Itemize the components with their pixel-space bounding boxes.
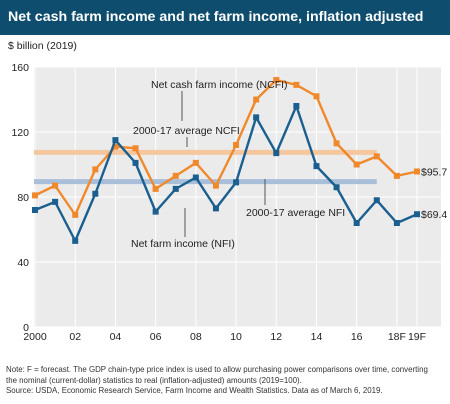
ncfi-point-2000: [32, 192, 38, 199]
footnote: Note: F = forecast. The GDP chain-type p…: [6, 365, 446, 397]
x-tick-label-18F: 18F: [388, 331, 406, 343]
ncfi-point-2010: [233, 142, 240, 148]
line-chart: $ billion (2019) $95.7$69.4 04080120160 …: [8, 40, 447, 343]
x-tick-label-19F: 19F: [408, 331, 426, 343]
source-line: Source: USDA, Economic Research Service,…: [6, 386, 383, 396]
x-tick-label-14: 14: [311, 331, 323, 343]
avg-ncfi-label: 2000-17 average NCFI: [133, 125, 240, 137]
ncfi-series-label: Net cash farm income (NCFI): [151, 79, 288, 91]
nfi-series-line: [34, 104, 418, 243]
ncfi-point-2005: [132, 145, 139, 152]
series-group: $95.7 $69.4: [32, 77, 447, 244]
y-tick-label-160: 160: [11, 62, 29, 74]
ncfi-point-2006: [152, 185, 159, 192]
nfi-point-2017: [373, 197, 380, 204]
ncfi-point-2001: [52, 182, 59, 189]
nfi-point-2000: [32, 207, 38, 213]
nfi-point-2006: [152, 208, 159, 215]
y-tick-label-120: 120: [11, 127, 29, 139]
nfi-point-2012: [273, 150, 280, 157]
x-tick-label-12: 12: [270, 331, 282, 343]
ncfi-point-2012: [273, 77, 280, 83]
nfi-point-2015: [333, 184, 340, 191]
nfi-point-2014: [313, 163, 320, 170]
x-tick-label-02: 02: [69, 331, 81, 343]
y-tick-label-0: 0: [23, 322, 29, 334]
note-line-1: Note: F = forecast. The GDP chain-type p…: [6, 365, 428, 374]
nfi-point-2013: [293, 103, 300, 109]
ncfi-point-2008: [192, 159, 199, 166]
chart-title: Net cash farm income and net farm income…: [8, 9, 424, 25]
y-tick-labels: 0 40 80 120 160: [11, 62, 29, 334]
ncfi-point-2009: [212, 182, 219, 189]
nfi-point-2018F: [393, 220, 400, 226]
ncfi-end-label: $95.7: [421, 166, 447, 178]
y-tick-label-40: 40: [17, 257, 29, 269]
ncfi-point-2004: [112, 143, 119, 150]
nfi-point-2001: [52, 198, 59, 205]
ncfi-series-line: [34, 78, 418, 217]
ncfi-point-2013: [293, 81, 300, 88]
ncfi-point-2017: [373, 153, 380, 160]
y-axis-label: $ billion (2019): [8, 40, 77, 52]
ncfi-point-2016: [353, 161, 360, 168]
x-tick-label-04: 04: [110, 331, 122, 343]
nfi-point-2016: [353, 220, 360, 226]
ncfi-point-2018F: [393, 172, 400, 179]
ncfi-point-2007: [172, 172, 179, 179]
avg-nfi-label: 2000-17 average NFI: [246, 207, 345, 219]
nfi-point-2011: [253, 114, 260, 121]
nfi-point-2007: [172, 185, 179, 192]
ncfi-point-2015: [333, 140, 340, 147]
ncfi-point-2019F: [414, 168, 420, 175]
ncfi-point-2003: [92, 166, 99, 173]
nfi-point-2008: [192, 174, 199, 181]
x-tick-label-2000: 2000: [23, 331, 47, 343]
x-tick-label-10: 10: [230, 331, 242, 343]
x-tick-label-16: 16: [351, 331, 363, 343]
x-tick-label-08: 08: [190, 331, 202, 343]
nfi-point-2010: [233, 179, 240, 186]
x-tick-labels: 2000 02 04 06 08 10 12 14 16 18F 19F: [23, 331, 426, 343]
nfi-point-2019F: [414, 211, 420, 218]
nfi-series-label: Net farm income (NFI): [131, 238, 235, 250]
ncfi-point-2014: [313, 93, 320, 100]
title-bar: Net cash farm income and net farm income…: [0, 0, 450, 35]
ncfi-point-2002: [72, 211, 79, 218]
ncfi-point-2011: [253, 96, 260, 103]
x-tick-label-06: 06: [150, 331, 162, 343]
nfi-point-2004: [112, 137, 119, 144]
nfi-end-label: $69.4: [421, 209, 447, 221]
nfi-point-2003: [92, 190, 99, 197]
y-tick-label-80: 80: [17, 192, 29, 204]
annotations: Net cash farm income (NCFI) Net farm inc…: [131, 79, 345, 250]
nfi-point-2005: [132, 159, 139, 166]
gridlines: [34, 66, 441, 328]
nfi-point-2002: [72, 237, 79, 244]
nfi-point-2009: [212, 205, 219, 212]
note-line-2: the nominal (current-dollar) statistics …: [6, 375, 302, 385]
